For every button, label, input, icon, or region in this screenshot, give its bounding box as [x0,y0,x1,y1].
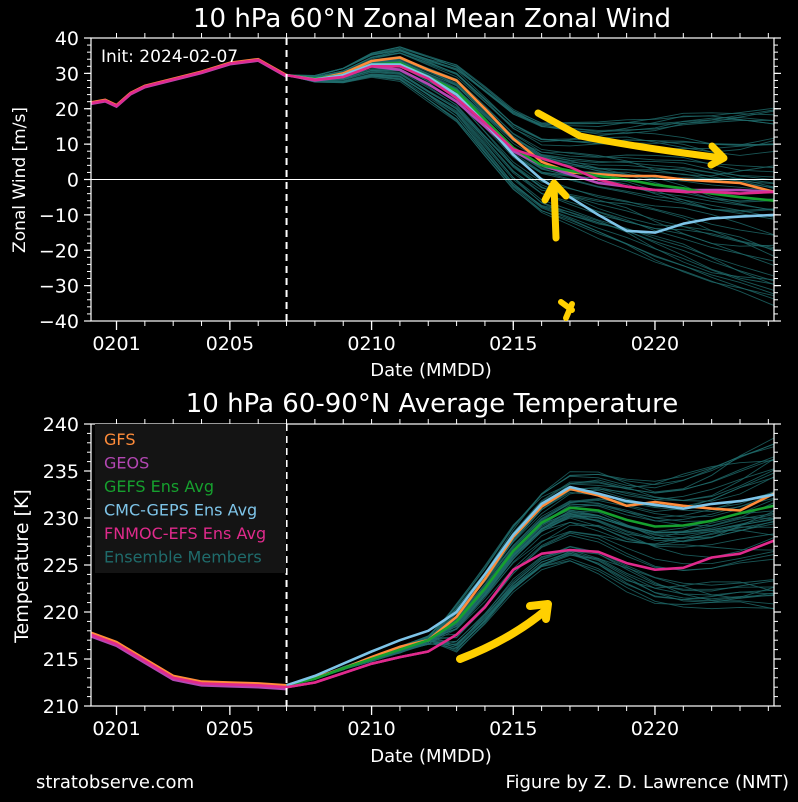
chart1-ensemble-member [286,50,775,146]
chart2-axes: 240 235 230 225 220 215 210 0201 0205 0210 0215 022… [43,414,781,740]
chart1-ensemble-member [286,73,775,282]
chart2-xtick-label: 0210 [347,718,395,740]
chart2-annotations [456,600,552,663]
chart2-series-group [90,485,775,691]
chart1-ensemble-member [286,71,775,262]
chart1-ytick-label: −10 [39,205,79,227]
chart2-xlabel: Date (MMDD) [370,746,492,767]
panel-temperature: 10 hPa 60-90°N Average Temperature 240 23… [11,389,781,767]
chart1-series-geos [286,65,775,194]
annotation-mark [558,299,575,321]
chart2-ytick-label: 210 [43,696,79,718]
chart1-ensemble-member [286,64,775,211]
legend-entry: CMC-GEPS Ens Avg [104,501,257,520]
chart2-series-fnmoc [286,539,775,689]
panel-zonal-wind: 10 hPa 60°N Zonal Mean Zonal Wind 40 30 20… [10,4,781,381]
chart2-title: 10 hPa 60-90°N Average Temperature [186,389,679,419]
annotation-arrowhead-reversal [541,179,570,204]
chart2-ensemble-member [286,514,775,686]
chart1-ylabel: Zonal Wind [m/s] [10,107,30,253]
chart2-ensemble-member [286,460,775,686]
chart1-ensemble-member [286,52,775,156]
chart1-xlabel: Date (MMDD) [370,360,492,381]
chart1-history-fnmoc [90,58,288,108]
chart1-xtick-label: 0210 [347,333,395,355]
chart1-series-group [90,56,775,234]
legend-entry: GEOS [104,454,149,473]
chart1-ytick-label: 0 [67,170,79,192]
chart1-ytick-label: 10 [55,134,79,156]
annotation-arrow-trend [534,109,726,162]
chart2-ylabel: Temperature [K] [11,489,33,644]
chart1-ensemble-member [286,49,775,133]
legend-entry: FNMOC-EFS Ens Avg [104,524,266,543]
chart1-xtick-label: 0205 [206,333,254,355]
chart2-series-gefs [286,504,775,687]
chart2-history-geos [90,635,287,691]
chart1-ytick-label: 30 [55,63,79,85]
chart2-history-fnmoc [90,633,287,689]
chart1-xtick-label: 0201 [92,333,140,355]
legend-entry: GFS [104,430,135,449]
chart2-xtick-label: 0205 [206,718,254,740]
chart2-xtick-label: 0220 [631,718,679,740]
annotation-arrowhead-warming [526,600,552,623]
chart1-ensemble-members [286,46,775,307]
chart1-ensemble-member [286,72,775,266]
chart1-init-label: Init: 2024-02-07 [101,47,238,67]
chart1-ytick-label: −20 [39,240,79,262]
chart1-xtick-label: 0215 [489,333,537,355]
annotation-arrow-warming [456,606,550,663]
chart1-ensemble-member [286,73,775,277]
chart2-ensemble-member [286,456,775,686]
legend-entry: GEFS Ens Avg [104,477,214,496]
chart1-ensemble-member [286,74,775,307]
chart1-series-fnmoc [286,65,775,195]
legend-entry: Ensemble Members [104,548,262,567]
chart1-axes: 40 30 20 10 0 −10 −20 −30 −40 0201 0205 0210 0215 022… [39,28,781,355]
chart1-ensemble-member [286,70,775,257]
chart1-annotations [534,109,728,321]
chart2-series-gfs [286,487,775,687]
chart1-title: 10 hPa 60°N Zonal Mean Zonal Wind [193,4,671,34]
chart1-ensemble-member [286,68,775,236]
chart2-ytick-label: 240 [43,414,79,436]
chart2-xtick-label: 0201 [92,718,140,740]
legend-box [95,424,286,573]
chart1-series-cmc [286,63,775,234]
chart1-ytick-label: 40 [55,28,79,50]
chart2-legend: GFS GEOS GEFS Ens Avg CMC-GEPS Ens Avg FNMOC… [95,424,286,573]
chart2-xtick-label: 0215 [489,718,537,740]
chart1-history-geos [90,59,288,109]
chart2-ytick-label: 225 [43,555,79,577]
chart1-ensemble-member [286,46,775,124]
chart1-xtick-label: 0220 [631,333,679,355]
chart1-ytick-label: 20 [55,99,79,121]
chart2-ytick-label: 230 [43,508,79,530]
footer-right: Figure by Z. D. Lawrence (NMT) [505,772,789,793]
annotation-arrowhead-trend [707,142,728,169]
chart2-history-gfs [90,631,287,687]
chart1-ytick-label: −30 [39,276,79,298]
chart2-ytick-label: 220 [43,602,79,624]
chart1-ytick-label: −40 [39,311,79,333]
annotation-arrow-reversal [550,182,560,242]
chart2-series-cmc [286,485,775,687]
chart2-ytick-label: 235 [43,461,79,483]
chart1-ensemble-member [286,46,775,126]
chart1-ensemble-member [286,70,775,250]
chart2-ytick-label: 215 [43,649,79,671]
footer-left: stratobserve.com [36,772,194,793]
